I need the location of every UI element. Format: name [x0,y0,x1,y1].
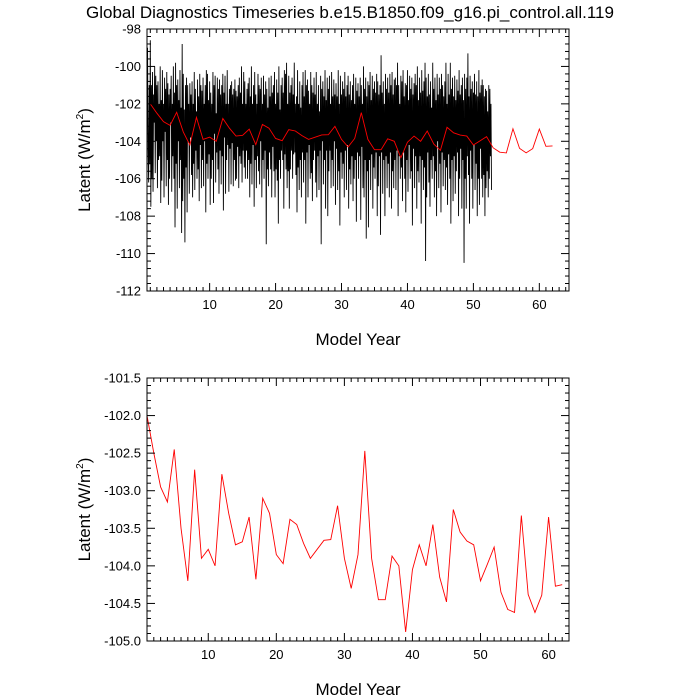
top-y-tick-label: -100 [115,59,141,74]
top-y-tick-label: -108 [115,209,141,224]
bottom-x-tick-label: 50 [473,647,487,662]
bottom-y-axis-label: Latent (W/m2) [75,458,94,562]
bottom-x-axis-label: Model Year [315,680,400,699]
top-y-tick-label: -110 [116,246,141,261]
top-x-tick-label: 60 [532,297,546,312]
bottom-x-tick-label: 30 [337,647,351,662]
top-x-tick-label: 40 [400,297,414,312]
top-series-monthly-line [147,40,492,263]
bottom-y-tick-label: -103.0 [104,483,141,498]
top-y-tick-label: -106 [115,171,141,186]
top-x-axis-label: Model Year [315,330,400,349]
top-series-annual-line [149,103,553,159]
top-y-tick-label: -112 [116,284,141,299]
bottom-y-tick-label: -101.5 [104,371,141,386]
bottom-x-tick-label: 60 [541,647,555,662]
top-x-tick-label: 20 [268,297,282,312]
top-y-tick-label: -98 [122,22,141,37]
bottom-panel: 10 20 30 40 50 60 -105.0 -104.5 -104.0 -103.5 -103… [75,371,570,699]
bottom-x-tick-label: 40 [405,647,419,662]
bottom-plot-frame [146,377,570,642]
bottom-y-tick-label: -103.5 [104,521,141,536]
top-y-axis-label: Latent (W/m2) [75,108,94,212]
top-x-tick-label: 30 [334,297,348,312]
bottom-y-tick-label: -105.0 [104,634,141,649]
top-x-tick-label: 10 [202,297,216,312]
top-y-tick-label: -102 [115,96,141,111]
bottom-x-tick-label: 20 [269,647,283,662]
bottom-y-tick-label: -104.0 [104,558,141,573]
top-x-tick-label: 50 [466,297,480,312]
top-panel: 10 20 30 40 50 60 -112 -110 -108 -106 -104 -102 -100… [75,22,570,349]
figure-title: Global Diagnostics Timeseries b.e15.B185… [86,3,614,22]
bottom-x-tick-label: 10 [201,647,215,662]
top-y-tick-label: -104 [115,134,141,149]
bottom-y-tick-label: -102.0 [104,408,141,423]
bottom-series-annual-line [147,415,563,633]
bottom-y-tick-label: -102.5 [104,446,141,461]
bottom-y-tick-label: -104.5 [104,596,141,611]
top-plot-frame [146,28,570,292]
